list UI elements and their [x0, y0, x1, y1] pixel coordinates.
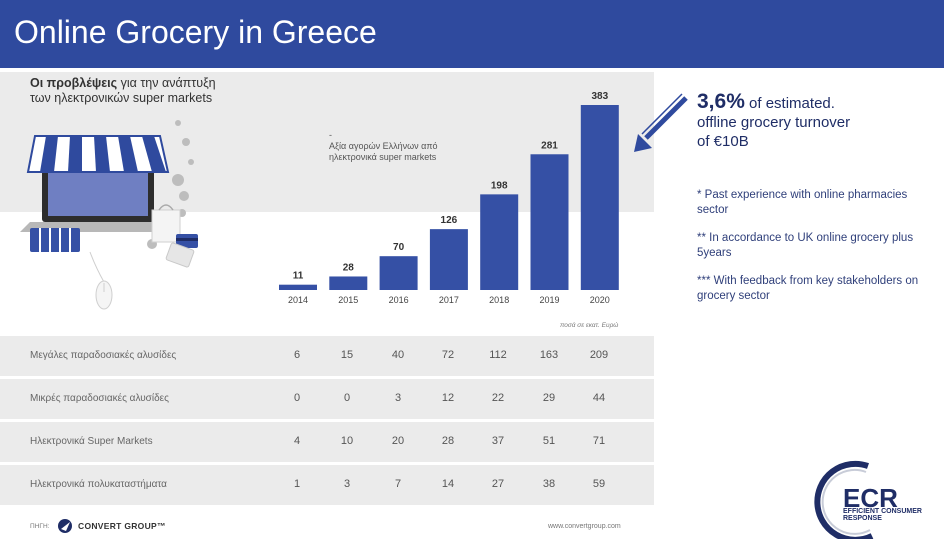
table-cell: 112 [489, 349, 507, 361]
x-tick-label: 2020 [590, 295, 610, 305]
table-cell: 51 [542, 435, 556, 447]
table-cell: 12 [441, 392, 455, 404]
subtitle-line2: των ηλεκτρονικών super markets [30, 91, 213, 105]
table-cell: 7 [394, 478, 402, 490]
estimate-line1-text: of estimated. [744, 95, 835, 112]
ecr-logo-text: ECR [843, 483, 898, 513]
page-title: Online Grocery in Greece [14, 14, 377, 50]
table-cell: 6 [293, 349, 301, 361]
bar-2016 [379, 256, 418, 290]
axis-note-text: Αξία αγορών Ελλήνων από ηλεκτρονικά supe… [329, 141, 438, 162]
bar-2020 [580, 105, 619, 290]
data-label: 281 [541, 140, 558, 151]
estimate-percent: 3,6% [697, 90, 745, 113]
notes-list: * Past experience with online pharmacies… [697, 188, 927, 317]
row-label: Ηλεκτρονικά Super Markets [30, 436, 153, 447]
table-cell: 3 [343, 478, 351, 490]
table-cell: 209 [589, 349, 609, 361]
table-cell: 20 [391, 435, 405, 447]
table-cell: 59 [592, 478, 606, 490]
table-cell: 71 [592, 435, 606, 447]
table-cell: 4 [293, 435, 301, 447]
bar-2014 [279, 284, 317, 290]
table-cell: 15 [340, 349, 354, 361]
table-cell: 1 [293, 478, 301, 490]
estimate-line2: offline grocery turnover [697, 114, 851, 131]
bar-2017 [429, 229, 468, 290]
source-label: ΠΗΓΗ: [30, 523, 50, 530]
table-cell: 163 [539, 349, 559, 361]
subtitle-rest: για την ανάπτυξη [117, 76, 216, 90]
units-note: ποσά σε εκατ. Ευρώ [560, 322, 619, 329]
axis-note: - Αξία αγορών Ελλήνων από ηλεκτρονικά su… [329, 130, 439, 163]
estimate-line1: 3,6% of estimated. [697, 90, 937, 113]
note-item: * Past experience with online pharmacies… [697, 189, 908, 216]
right-panel: 3,6% of estimated. offline grocery turno… [697, 90, 937, 151]
x-tick-label: 2017 [439, 295, 459, 305]
bar-2018 [480, 194, 519, 290]
estimate-line3: of €10B [697, 133, 749, 150]
table-row: Μικρές παραδοσιακές αλυσίδες 0 0 3 12 22… [0, 379, 654, 419]
data-label: 70 [393, 242, 405, 253]
note-item: ** In accordance to UK online grocery pl… [697, 232, 914, 259]
row-label: Μεγάλες παραδοσιακές αλυσίδες [30, 350, 177, 361]
data-table: Μεγάλες παραδοσιακές αλυσίδες 6 15 40 72… [0, 336, 654, 508]
axis-note-dash: - [329, 130, 332, 140]
table-cell: 44 [592, 392, 606, 404]
chart-subtitle: Οι προβλέψεις για την ανάπτυξη των ηλεκτ… [30, 76, 216, 106]
table-cell: 14 [441, 478, 455, 490]
row-label: Ηλεκτρονικά πολυκαταστήματα [30, 479, 167, 490]
data-label: 383 [591, 91, 608, 102]
x-tick-label: 2018 [489, 295, 509, 305]
table-cell: 10 [340, 435, 354, 447]
data-label: 126 [441, 215, 458, 226]
table-cell: 28 [441, 435, 455, 447]
bar-2019 [530, 154, 569, 290]
table-cell: 40 [391, 349, 405, 361]
header-bar: Online Grocery in Greece [0, 0, 944, 68]
table-cell: 22 [491, 392, 505, 404]
table-cell: 37 [491, 435, 505, 447]
data-label: 28 [343, 262, 355, 273]
table-cell: 0 [293, 392, 301, 404]
x-tick-label: 2016 [389, 295, 409, 305]
data-label: 11 [293, 271, 304, 282]
row-label: Μικρές παραδοσιακές αλυσίδες [30, 393, 169, 404]
x-tick-label: 2019 [539, 295, 559, 305]
subtitle-bold: Οι προβλέψεις [30, 76, 118, 90]
x-tick-label: 2014 [288, 295, 308, 305]
table-cell: 72 [441, 349, 455, 361]
bar-2015 [329, 276, 368, 290]
table-cell: 3 [394, 392, 402, 404]
table-row: Μεγάλες παραδοσιακές αλυσίδες 6 15 40 72… [0, 336, 654, 376]
data-label: 198 [491, 180, 508, 191]
footer-url: www.convertgroup.com [548, 523, 621, 530]
table-row: Ηλεκτρονικά Super Markets 4 10 20 28 37 … [0, 422, 654, 462]
table-cell: 27 [491, 478, 505, 490]
table-row: Ηλεκτρονικά πολυκαταστήματα 1 3 7 14 27 … [0, 465, 654, 505]
table-cell: 0 [343, 392, 351, 404]
note-item: *** With feedback from key stakeholders … [697, 275, 919, 302]
x-tick-label: 2015 [338, 295, 358, 305]
ecr-logo-subtext: EFFICIENT CONSUMER RESPONSE [843, 508, 922, 522]
table-cell: 38 [542, 478, 556, 490]
source-brand: CONVERT GROUP™ [78, 521, 166, 531]
table-cell: 29 [542, 392, 556, 404]
